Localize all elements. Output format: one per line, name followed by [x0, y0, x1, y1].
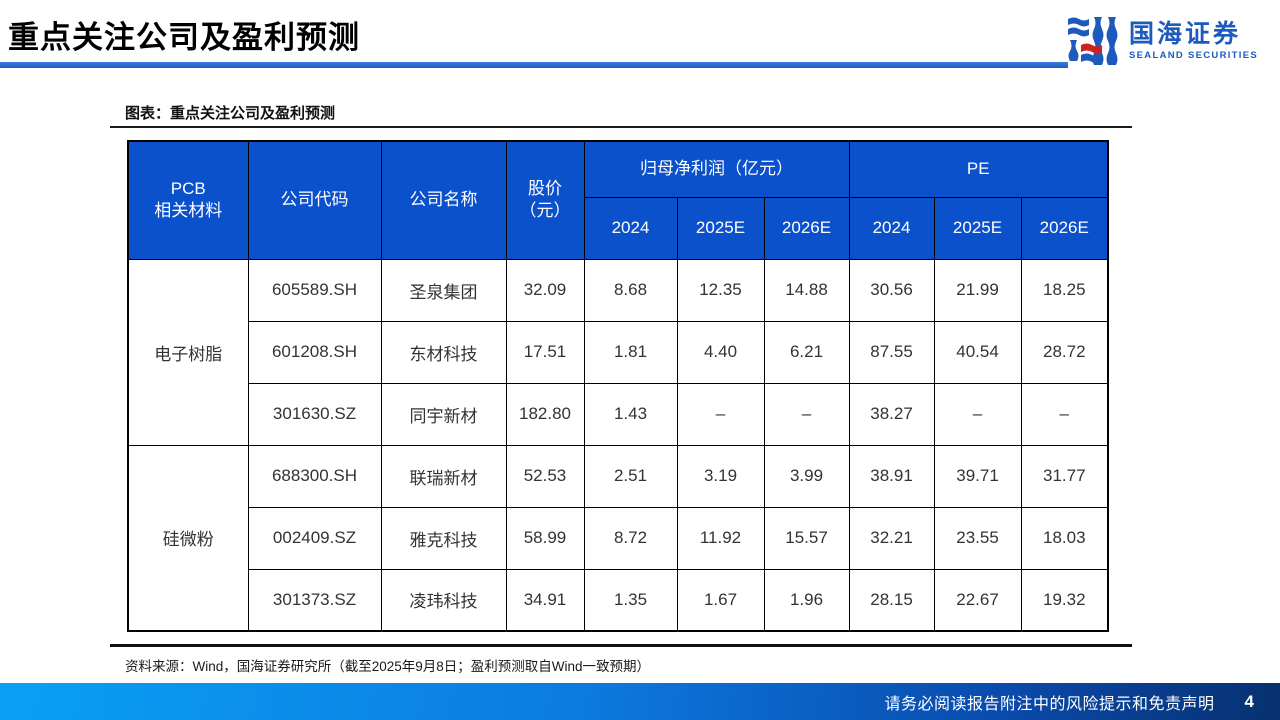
company-name: 联瑞新材: [380, 444, 507, 508]
profit-2025e: 3.19: [676, 444, 765, 508]
header-pe-group: PE: [848, 140, 1109, 198]
stock-price: 58.99: [505, 506, 585, 570]
profit-2025e: 12.35: [676, 258, 765, 322]
logo-name-cn: 国海证券: [1129, 19, 1242, 48]
header-company-code: 公司代码: [247, 140, 382, 260]
header-profit-group: 归母净利润（亿元）: [583, 140, 850, 198]
profit-2026e: 15.57: [763, 506, 850, 570]
header-price-line2: （元）: [519, 201, 571, 221]
profit-2024: 2.51: [583, 444, 678, 508]
stock-price: 34.91: [505, 568, 585, 632]
profit-2026e: 3.99: [763, 444, 850, 508]
profit-2026e: –: [763, 382, 850, 446]
company-code: 605589.SH: [247, 258, 382, 322]
table-row: 601208.SH 东材科技 17.51 1.81 4.40 6.21 87.5…: [128, 320, 1109, 384]
pe-2025e: –: [933, 382, 1022, 446]
page-number: 4: [1244, 691, 1254, 711]
pe-2025e: 21.99: [933, 258, 1022, 322]
header-pe-2025e: 2025E: [933, 196, 1022, 260]
header-stock-price: 股价 （元）: [505, 140, 585, 260]
header-pe-2026e: 2026E: [1020, 196, 1109, 260]
stock-price: 17.51: [505, 320, 585, 384]
company-name: 雅克科技: [380, 506, 507, 570]
pe-2024: 28.15: [848, 568, 935, 632]
logo-text-block: 国海证券 SEALAND SECURITIES: [1129, 19, 1258, 62]
profit-2025e: 11.92: [676, 506, 765, 570]
source-note: 资料来源：Wind，国海证券研究所（截至2025年9月8日；盈利预测取自Wind…: [125, 659, 651, 674]
header-material: PCB 相关材料: [127, 140, 249, 260]
company-code: 601208.SH: [247, 320, 382, 384]
company-name: 东材科技: [380, 320, 507, 384]
pe-2026e: 18.03: [1020, 506, 1109, 570]
header-company-name: 公司名称: [380, 140, 507, 260]
profit-2025e: –: [676, 382, 765, 446]
figure-bottom-rule: [110, 644, 1132, 647]
table-row: 002409.SZ 雅克科技 58.99 8.72 11.92 15.57 32…: [128, 506, 1109, 570]
company-name: 同宇新材: [380, 382, 507, 446]
material-group-cell: 硅微粉: [127, 444, 249, 632]
pe-2025e: 39.71: [933, 444, 1022, 508]
profit-2024: 8.68: [583, 258, 678, 322]
table-row: 301630.SZ 同宇新材 182.80 1.43 – – 38.27 – –: [128, 382, 1109, 446]
material-group-cell: 电子树脂: [127, 258, 249, 446]
profit-2025e: 1.67: [676, 568, 765, 632]
title-underline-rule: [0, 62, 1068, 68]
profit-2024: 1.35: [583, 568, 678, 632]
header-profit-2026e: 2026E: [763, 196, 850, 260]
pe-2024: 38.91: [848, 444, 935, 508]
company-code: 301630.SZ: [247, 382, 382, 446]
company-name: 凌玮科技: [380, 568, 507, 632]
pe-2026e: 18.25: [1020, 258, 1109, 322]
stock-price: 32.09: [505, 258, 585, 322]
pe-2026e: 31.77: [1020, 444, 1109, 508]
forecast-table: PCB 相关材料 公司代码 公司名称 股价 （元） 归母净利润（亿元） PE 2…: [127, 140, 1110, 632]
page-title: 重点关注公司及盈利预测: [8, 20, 360, 55]
logo-name-en: SEALAND SECURITIES: [1129, 50, 1258, 62]
profit-2024: 1.81: [583, 320, 678, 384]
profit-2024: 1.43: [583, 382, 678, 446]
header-profit-2025e: 2025E: [676, 196, 765, 260]
pe-2024: 87.55: [848, 320, 935, 384]
profit-2026e: 6.21: [763, 320, 850, 384]
pe-2025e: 22.67: [933, 568, 1022, 632]
company-code: 301373.SZ: [247, 568, 382, 632]
figure-caption: 图表：重点关注公司及盈利预测: [125, 105, 336, 122]
stock-price: 182.80: [505, 382, 585, 446]
profit-2025e: 4.40: [676, 320, 765, 384]
sealand-securities-logo: 国海证券 SEALAND SECURITIES: [1065, 14, 1258, 68]
company-code: 002409.SZ: [247, 506, 382, 570]
profit-2024: 8.72: [583, 506, 678, 570]
footer-disclaimer: 请务必阅读报告附注中的风险提示和免责声明: [884, 695, 1215, 713]
company-name: 圣泉集团: [380, 258, 507, 322]
profit-2026e: 1.96: [763, 568, 850, 632]
figure-caption-rule: [110, 126, 1132, 128]
profit-2026e: 14.88: [763, 258, 850, 322]
header-material-line1: PCB: [170, 179, 206, 199]
pe-2024: 30.56: [848, 258, 935, 322]
pe-2025e: 40.54: [933, 320, 1022, 384]
header-profit-2024: 2024: [583, 196, 678, 260]
footer-bar: 请务必阅读报告附注中的风险提示和免责声明 4: [0, 683, 1280, 720]
sealand-logo-icon: [1068, 17, 1118, 65]
company-code: 688300.SH: [247, 444, 382, 508]
pe-2026e: 19.32: [1020, 568, 1109, 632]
header-pe-2024: 2024: [848, 196, 935, 260]
pe-2026e: –: [1020, 382, 1109, 446]
stock-price: 52.53: [505, 444, 585, 508]
table-row: 硅微粉 688300.SH 联瑞新材 52.53 2.51 3.19 3.99 …: [127, 444, 1109, 632]
header-price-line1: 股价: [528, 179, 562, 199]
pe-2024: 38.27: [848, 382, 935, 446]
pe-2024: 32.21: [848, 506, 935, 570]
pe-2025e: 23.55: [933, 506, 1022, 570]
table-row: 电子树脂 605589.SH 圣泉集团 32.09 8.68 12.35 14.…: [127, 258, 1109, 446]
pe-2026e: 28.72: [1020, 320, 1109, 384]
header-material-line2: 相关材料: [154, 201, 223, 221]
table-row: 301373.SZ 凌玮科技 34.91 1.35 1.67 1.96 28.1…: [128, 568, 1109, 632]
